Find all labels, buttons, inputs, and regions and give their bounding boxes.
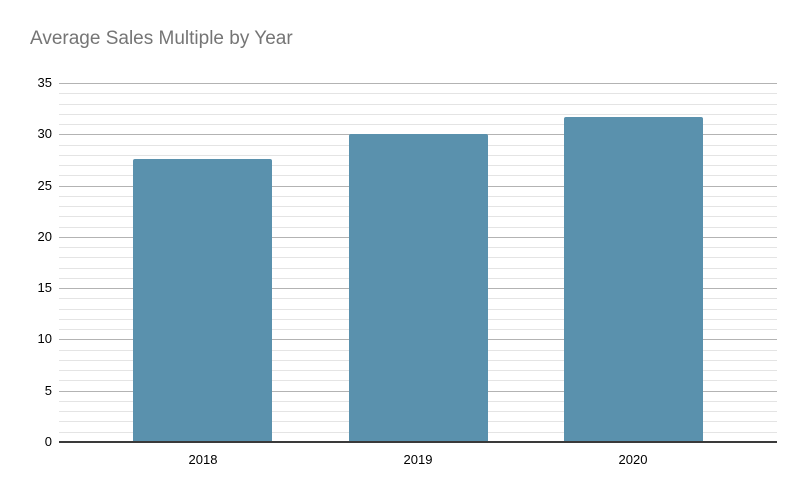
y-tick-label: 20: [37, 229, 52, 244]
x-axis-line: [59, 441, 777, 443]
y-tick-label: 15: [37, 280, 52, 295]
x-category-label: 2020: [618, 452, 648, 467]
plot-area: [59, 83, 777, 443]
y-tick-label: 0: [44, 434, 52, 449]
minor-gridline: [59, 124, 777, 125]
x-category-label: 2018: [188, 452, 218, 467]
y-tick-label: 25: [37, 178, 52, 193]
minor-gridline: [59, 104, 777, 105]
y-tick-label: 5: [44, 383, 52, 398]
bar-2019[interactable]: [349, 134, 488, 442]
minor-gridline: [59, 93, 777, 94]
bar-2018[interactable]: [133, 159, 272, 442]
bar-2020[interactable]: [564, 117, 703, 442]
major-gridline: [59, 83, 777, 84]
y-tick-label: 10: [37, 331, 52, 346]
y-tick-label: 35: [37, 75, 52, 90]
minor-gridline: [59, 114, 777, 115]
chart-title: Average Sales Multiple by Year: [30, 28, 293, 49]
y-tick-label: 30: [37, 126, 52, 141]
x-category-label: 2019: [403, 452, 433, 467]
